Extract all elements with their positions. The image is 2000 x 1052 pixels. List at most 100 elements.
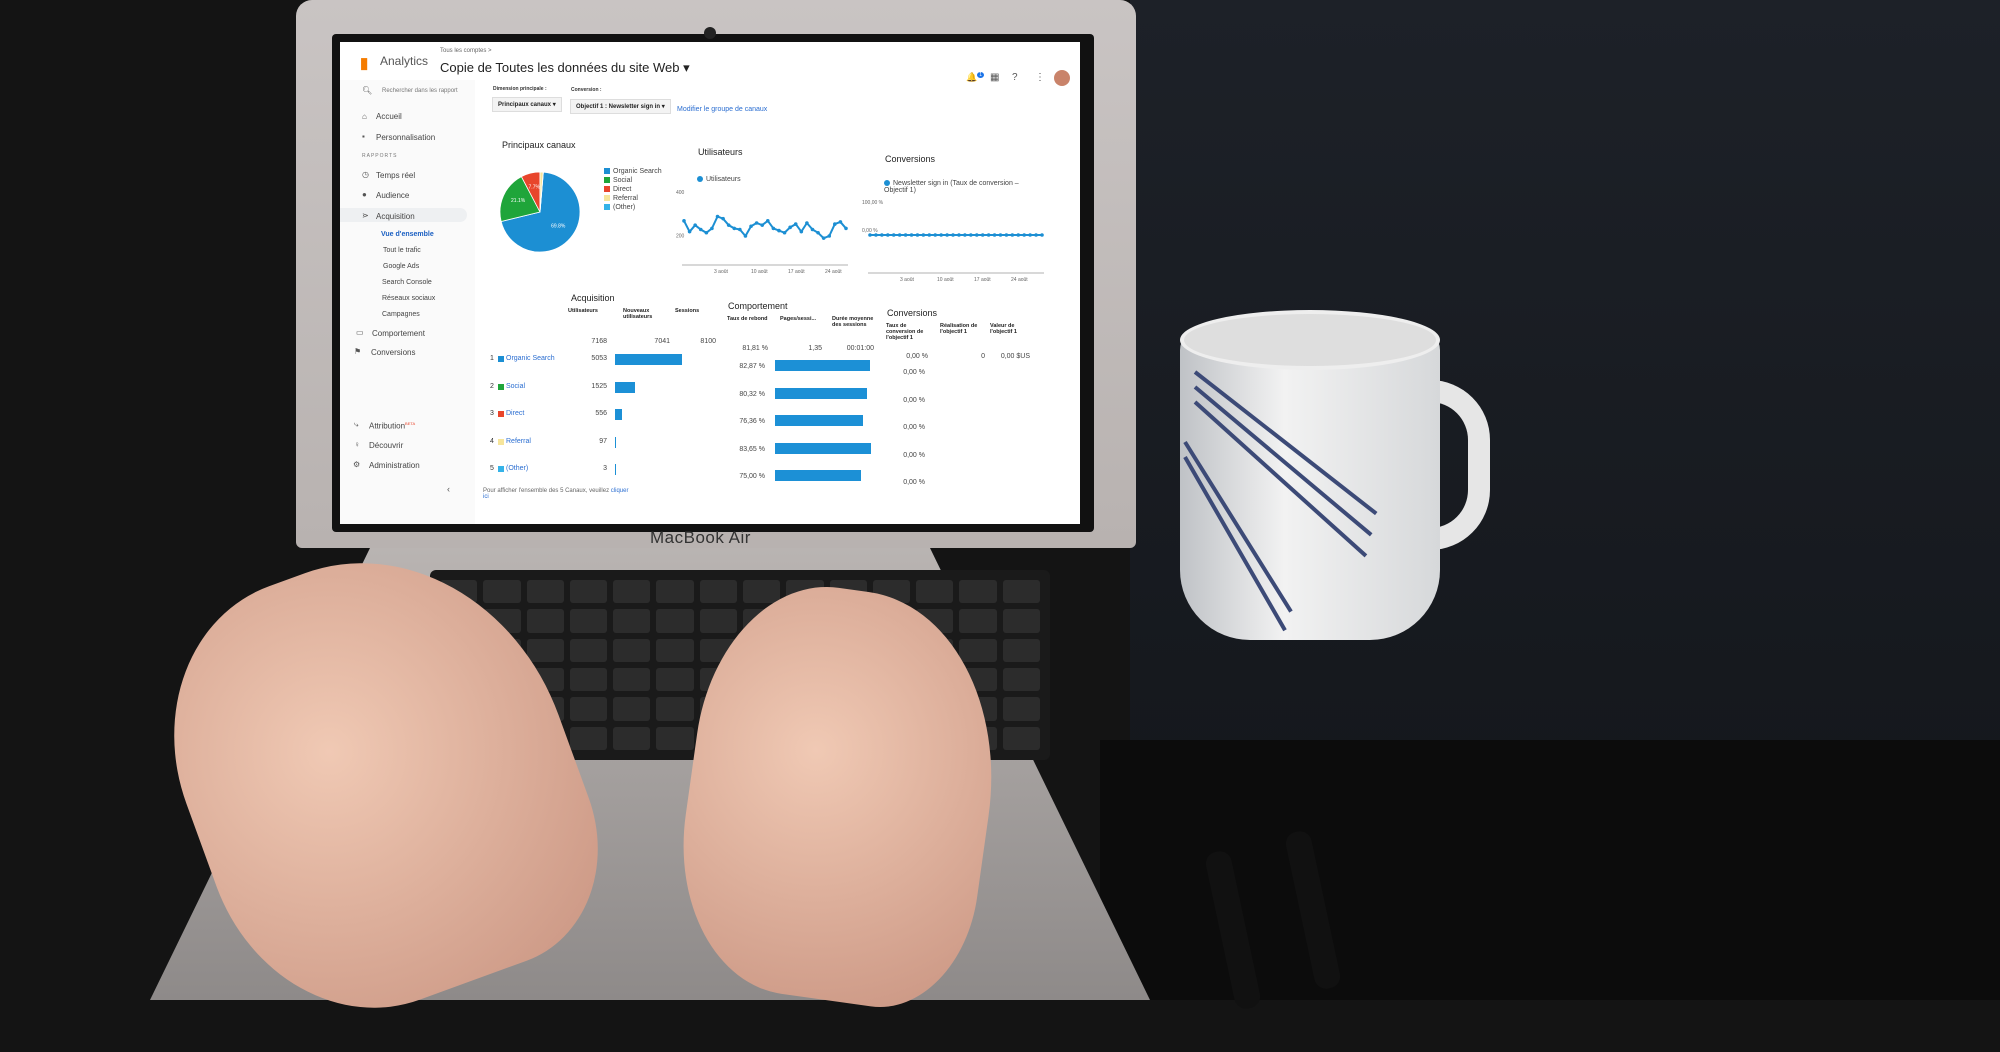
data-point [754, 221, 759, 225]
home-icon: ⌂ [362, 112, 367, 121]
sidebar-subitem[interactable]: Campagnes [382, 311, 420, 318]
key [959, 609, 997, 633]
more-options-icon[interactable]: ⋮ [1035, 72, 1045, 83]
series-line [683, 215, 847, 240]
users-chart-title: Utilisateurs [698, 147, 743, 157]
sidebar-subitem[interactable]: Tout le trafic [383, 247, 421, 254]
view-selector[interactable]: Copie de Toutes les données du site Web … [440, 60, 690, 75]
legend-item: Social [604, 177, 662, 184]
table-footer: Pour afficher l'ensemble des 5 Canaux, v… [483, 488, 629, 500]
x-tick-label: 24 août [825, 269, 842, 275]
sidebar-item-acquisition[interactable]: Acquisition [376, 212, 415, 221]
collapse-sidebar-icon[interactable]: ‹ [447, 484, 450, 494]
column-header[interactable]: Nouveaux utilisateurs [623, 308, 653, 320]
data-point [1016, 233, 1021, 237]
users-bar [615, 409, 623, 420]
column-header[interactable]: Sessions [675, 308, 700, 314]
column-header[interactable]: Réalisation de l'objectif 1 [940, 323, 978, 335]
pie-title: Principaux canaux [502, 140, 576, 150]
total-value: 8100 [700, 338, 716, 345]
x-tick-label: 24 août [1011, 277, 1028, 283]
column-header[interactable]: Taux de rebond [727, 316, 768, 322]
apps-grid-icon[interactable]: ▦ [990, 72, 1000, 83]
person-icon: ● [362, 190, 367, 199]
conversion-rate-value: 0,00 % [903, 424, 925, 431]
column-header[interactable]: Utilisateurs [568, 308, 598, 314]
channel-link[interactable]: Referral [506, 437, 531, 445]
total-value: 7168 [591, 338, 607, 345]
conversion-dropdown[interactable]: Objectif 1 : Newsletter sign in ▾ [570, 99, 671, 114]
key [613, 726, 651, 750]
pie-slice [500, 171, 581, 253]
data-point [799, 229, 804, 234]
column-header[interactable]: Durée moyenne des sessions [832, 316, 874, 328]
key [656, 667, 694, 692]
x-tick-label: 17 août [974, 277, 991, 283]
channel-link[interactable]: Organic Search [506, 355, 555, 362]
channel-link[interactable]: Social [506, 382, 526, 390]
channel-color-swatch [498, 411, 504, 417]
view-all-link[interactable]: cliquer ici [483, 488, 629, 500]
data-point [788, 225, 792, 230]
sidebar-subitem[interactable]: Search Console [382, 279, 432, 286]
pie-slice [539, 171, 544, 213]
sidebar-subitem-vue-ensemble[interactable]: Vue d'ensemble [381, 231, 434, 238]
legend-item: Referral [604, 195, 662, 202]
users-bar [615, 436, 617, 448]
sidebar-subitem[interactable]: Réseaux sociaux [382, 295, 436, 302]
row-rank: 3 [490, 410, 494, 417]
column-header[interactable]: Valeur de l'objectif 1 [990, 323, 1017, 335]
data-point [986, 233, 991, 237]
key [569, 638, 608, 662]
data-point [868, 233, 872, 237]
data-point [738, 227, 742, 232]
notifications-icon[interactable]: 🔔 1 [966, 72, 984, 82]
sidebar-item-attribution[interactable]: AttributionBETA [369, 421, 416, 431]
data-point [838, 220, 843, 224]
channel-link[interactable]: Direct [506, 410, 525, 417]
sidebar-item-accueil[interactable]: Accueil [376, 112, 402, 121]
help-icon[interactable]: ? [1012, 72, 1018, 83]
sidebar-item-temps-reel[interactable]: Temps réel [376, 171, 416, 180]
view-title: Copie de Toutes les données du site Web [440, 60, 680, 75]
data-point [921, 233, 926, 237]
pie-label: 69.8% [551, 224, 566, 230]
data-point [743, 234, 748, 238]
column-header[interactable]: Pages/sessi... [780, 316, 817, 322]
data-point [951, 233, 955, 237]
data-point [980, 233, 985, 237]
data-point [833, 222, 837, 226]
sidebar-item-administration[interactable]: Administration [369, 461, 420, 470]
data-point [1034, 233, 1038, 237]
key [656, 697, 694, 721]
webcam [704, 27, 716, 39]
sidebar-item-comportement[interactable]: Comportement [372, 329, 425, 338]
key [959, 580, 997, 604]
data-point [1022, 233, 1027, 237]
sidebar-item-audience[interactable]: Audience [376, 191, 410, 200]
data-point [816, 230, 820, 235]
data-point [939, 233, 943, 237]
bounce-bar [775, 360, 871, 371]
report-search-input[interactable]: Rechercher dans les rapport [382, 88, 458, 94]
modify-channel-group-link[interactable]: Modifier le groupe de canaux [677, 106, 768, 113]
data-point [760, 223, 765, 227]
data-point [827, 234, 832, 238]
data-point [693, 223, 697, 227]
data-point [810, 227, 815, 232]
key [569, 726, 608, 750]
key [742, 580, 781, 604]
column-header[interactable]: Taux de conversion de l'objectif 1 [886, 323, 924, 341]
sidebar-item-conversions[interactable]: Conversions [371, 348, 416, 357]
avatar[interactable] [1054, 70, 1070, 86]
breadcrumb[interactable]: Tous les comptes > [440, 48, 492, 54]
data-point [874, 233, 878, 237]
sidebar-subitem[interactable]: Google Ads [383, 263, 420, 270]
behavior-icon: ▭ [356, 328, 364, 337]
key [526, 638, 564, 662]
channel-link[interactable]: (Other) [506, 465, 529, 472]
dimension-dropdown[interactable]: Principaux canaux ▾ [492, 97, 562, 112]
sidebar-item-decouvrir[interactable]: Découvrir [369, 441, 404, 450]
key [916, 580, 954, 604]
sidebar-item-personnalisation[interactable]: Personnalisation [376, 133, 436, 142]
